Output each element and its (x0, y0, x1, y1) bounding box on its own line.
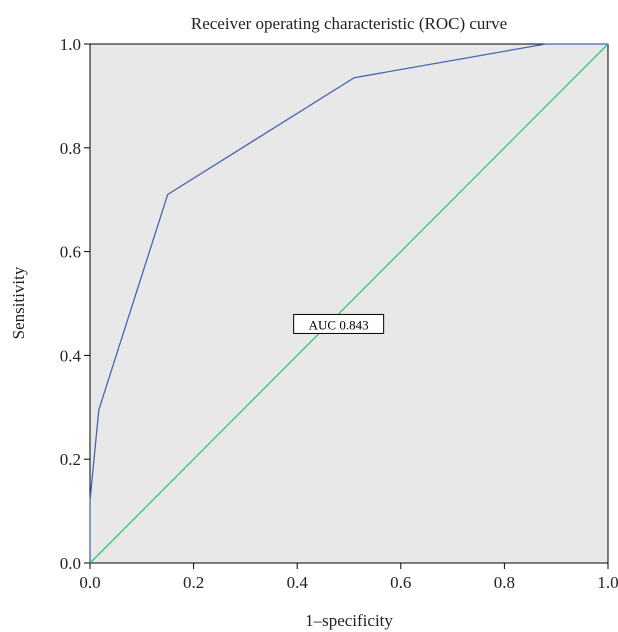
y-tick-label: 0.0 (60, 554, 81, 573)
x-tick-label: 0.4 (287, 573, 309, 592)
series-layer (89, 43, 609, 564)
x-tick-label: 1.0 (597, 573, 618, 592)
y-tick-label: 0.4 (60, 346, 82, 365)
x-tick-label: 0.6 (390, 573, 411, 592)
y-tick-label: 0.8 (60, 139, 81, 158)
x-tick-label: 0.2 (183, 573, 204, 592)
x-tick-label: 0.0 (79, 573, 100, 592)
roc-curve-line (89, 43, 608, 563)
x-axis-ticks: 0.0 0.2 0.4 0.6 0.8 1.0 (79, 563, 618, 592)
reference-diagonal-line (89, 43, 609, 564)
y-axis-title: Sensitivity (9, 266, 28, 339)
auc-annotation-label: AUC 0.843 (309, 317, 369, 332)
y-axis-ticks: 0.0 0.2 0.4 0.6 0.8 1.0 (60, 35, 90, 573)
y-tick-label: 0.6 (60, 243, 81, 262)
chart-title: Receiver operating characteristic (ROC) … (191, 14, 507, 33)
auc-annotation-box (293, 313, 385, 334)
y-tick-label: 1.0 (60, 35, 81, 54)
x-axis-title: 1–specificity (305, 611, 393, 630)
annotation-layer: AUC 0.843 (293, 313, 385, 334)
y-tick-label: 0.2 (60, 450, 81, 469)
x-tick-label: 0.8 (494, 573, 515, 592)
